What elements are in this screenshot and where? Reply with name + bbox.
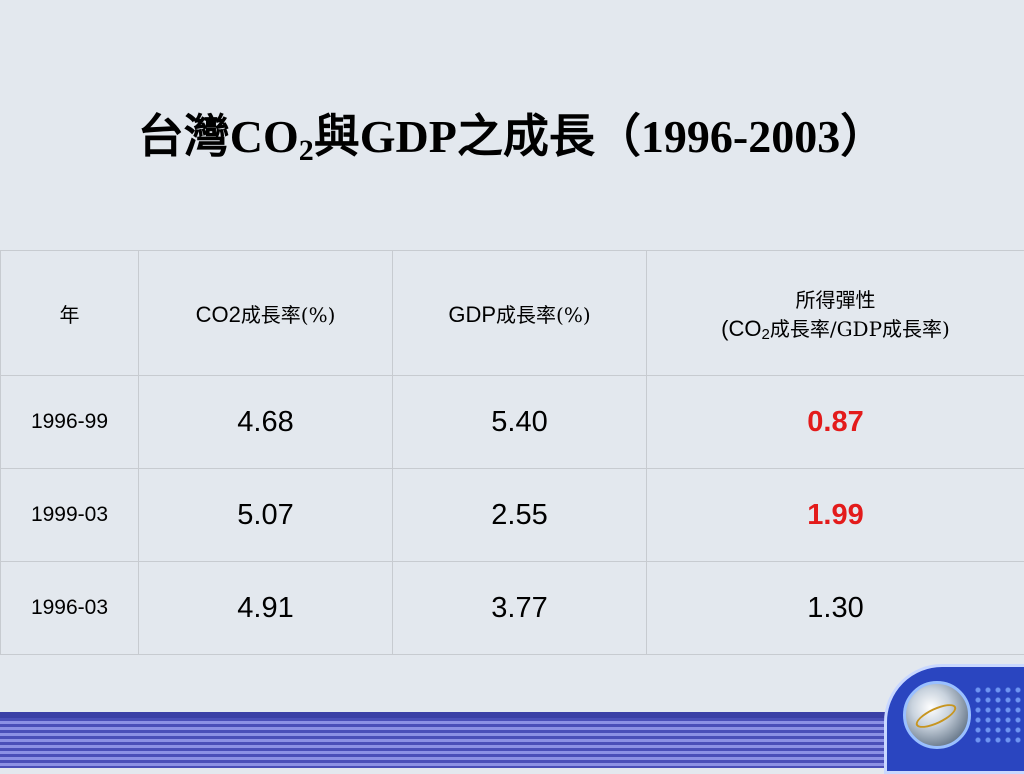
- logo-panel: [884, 664, 1024, 774]
- row-period: 1999-03: [1, 469, 139, 562]
- header-income-elasticity: 所得彈性 (CO2成長率/GDP成長率): [647, 251, 1024, 376]
- row-elasticity: 1.99: [647, 469, 1024, 562]
- row-co2-growth: 4.68: [139, 376, 393, 469]
- row-elasticity: 1.30: [647, 562, 1024, 655]
- globe-logo-icon: [903, 681, 971, 749]
- row-co2-growth: 5.07: [139, 469, 393, 562]
- row-gdp-growth: 5.40: [393, 376, 647, 469]
- row-gdp-growth: 2.55: [393, 469, 647, 562]
- circuit-pattern-icon: [973, 685, 1024, 745]
- table-header-row: 年 CO2成長率(%) GDP成長率(%) 所得彈性 (CO2成長率/GDP成長…: [1, 251, 1024, 376]
- header-co2-growth: CO2成長率(%): [139, 251, 393, 376]
- table-row: 1996-03 4.91 3.77 1.30: [1, 562, 1024, 655]
- header-gdp-growth: GDP成長率(%): [393, 251, 647, 376]
- footer-top-line: [0, 712, 1024, 718]
- footer-stripe-bar: [0, 712, 1024, 768]
- header-year: 年: [1, 251, 139, 376]
- table-row: 1996-99 4.68 5.40 0.87: [1, 376, 1024, 469]
- slide-title: 台灣CO2與GDP之成長（1996-2003）: [0, 100, 1024, 168]
- row-period: 1996-03: [1, 562, 139, 655]
- data-table: 年 CO2成長率(%) GDP成長率(%) 所得彈性 (CO2成長率/GDP成長…: [0, 250, 1024, 655]
- row-elasticity: 0.87: [647, 376, 1024, 469]
- row-period: 1996-99: [1, 376, 139, 469]
- row-co2-growth: 4.91: [139, 562, 393, 655]
- table-row: 1999-03 5.07 2.55 1.99: [1, 469, 1024, 562]
- row-gdp-growth: 3.77: [393, 562, 647, 655]
